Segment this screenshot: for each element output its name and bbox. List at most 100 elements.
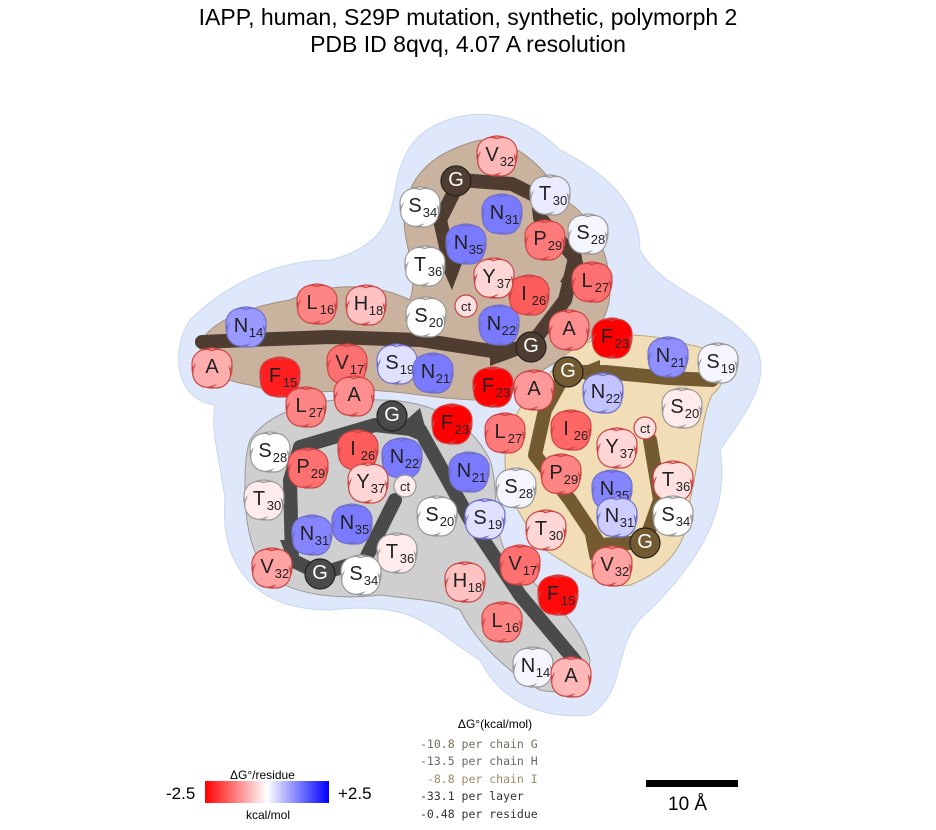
residue-blob-core: [651, 340, 685, 374]
residue-chain-g-5: N 22: [478, 304, 520, 346]
residue-blob-core: [403, 190, 437, 224]
residue-chain-g-7: F 15: [259, 356, 301, 398]
residue-letter: N: [340, 512, 354, 534]
residue-chain-h-5: I 26: [337, 429, 379, 471]
residue-number: 32: [615, 564, 629, 579]
residue-blob-core: [291, 451, 325, 485]
residue-chain-h-1: A: [333, 375, 375, 417]
residue-chain-h-22: F 15: [537, 574, 579, 616]
residue-chain-g-23: T 36: [404, 245, 446, 287]
residue-number: 15: [561, 593, 575, 608]
residue-number: 23: [455, 422, 469, 437]
energy-row-residue: -0.48 per residue: [420, 806, 538, 821]
residue-number: 26: [532, 293, 546, 308]
residue-letter: ct: [640, 421, 651, 436]
residue-number: 26: [574, 428, 588, 443]
residue-number: 35: [469, 242, 483, 257]
residue-chain-h-10: ct: [393, 474, 417, 498]
residue-blob-core: [595, 549, 629, 583]
residue-blob-core: [247, 483, 281, 517]
residue-blob: [440, 165, 472, 197]
residue-letter: G: [637, 531, 653, 553]
residue-blob-core: [330, 347, 364, 381]
residue-letter: Y: [605, 436, 618, 458]
residue-blob-core: [300, 287, 334, 321]
residue-blob-core: [416, 356, 450, 390]
residue-chain-i-13: T 36: [652, 460, 694, 502]
residue-chain-g-11: F 23: [472, 366, 514, 408]
residue-letter: G: [560, 360, 576, 382]
residue-chain-g-25: ct: [454, 294, 478, 318]
residue-number: 29: [311, 466, 325, 481]
residue-number: 32: [500, 154, 514, 169]
residue-blob-core: [586, 376, 620, 410]
residue-blob: [454, 294, 478, 318]
residue-letter: S: [670, 396, 683, 418]
residue-letter: V: [600, 554, 614, 576]
residue-chain-g-9: S 19: [376, 343, 418, 385]
residue-blob-core: [349, 288, 383, 322]
legend-min-label: -2.5: [166, 784, 196, 803]
residue-blob-core: [337, 379, 371, 413]
residue-number: 20: [685, 406, 699, 421]
residue-blob-core: [468, 502, 502, 536]
residue-letter: S: [349, 563, 362, 585]
residue-blob-core: [529, 513, 563, 547]
residue-letter: N: [591, 381, 605, 403]
residue-chain-h-3: F 23: [431, 403, 473, 445]
residue-chain-i-17: T 30: [525, 509, 567, 551]
residue-number: 20: [429, 315, 443, 330]
residue-chain-g-16: P 29: [524, 219, 566, 261]
residue-number: 22: [606, 391, 620, 406]
residue-chain-g-21: S 34: [399, 186, 441, 228]
residue-letter: I: [350, 438, 356, 460]
residue-letter: N: [390, 446, 404, 468]
residue-blob: [629, 527, 661, 559]
residue-blob: [376, 400, 408, 432]
residue-chain-h-23: L 16: [481, 601, 523, 643]
residue-chain-i-18: G: [629, 527, 661, 559]
residue-chain-g-0: A: [191, 347, 233, 389]
residue-letter: ct: [461, 299, 472, 314]
residue-blob-core: [485, 605, 519, 639]
residue-chain-i-11: P 29: [540, 453, 582, 495]
residue-chain-g-24: Y 37: [473, 257, 515, 299]
residue-number: 28: [519, 486, 533, 501]
legend-gradient-bar: [205, 781, 329, 803]
residue-blob-core: [517, 373, 551, 407]
residue-number: 28: [591, 232, 605, 247]
residue-blob-core: [253, 435, 287, 469]
residue-blob-core: [408, 249, 442, 283]
chain-I-backbone: [528, 365, 719, 552]
chain-H-backbone: [283, 418, 583, 669]
residue-chain-i-4: A: [513, 369, 555, 411]
residue-chain-i-0: F 23: [591, 317, 633, 359]
residue-blob-core: [409, 300, 443, 334]
residue-number: 36: [400, 551, 414, 566]
residue-letter: T: [539, 183, 551, 205]
residue-letter: S: [408, 195, 421, 217]
residue-number: 32: [275, 566, 289, 581]
residue-letter: L: [494, 421, 505, 443]
residue-chain-i-5: N 22: [582, 372, 624, 414]
residue-number: 34: [364, 573, 378, 588]
residue-blob-core: [665, 391, 699, 425]
residue-chain-h-21: H 18: [444, 561, 486, 603]
residue-letter: F: [547, 583, 559, 605]
residue-number: 19: [488, 517, 502, 532]
residue-letter: T: [662, 469, 674, 491]
residue-number: 18: [369, 303, 383, 318]
residue-chain-h-15: N 31: [291, 514, 333, 556]
residue-number: 30: [549, 528, 563, 543]
residue-letter: T: [535, 518, 547, 540]
residue-blob-core: [295, 518, 329, 552]
residue-chain-h-17: V 32: [251, 547, 293, 589]
residue-chain-h-4: S 28: [249, 431, 291, 473]
residue-blob-core: [488, 416, 522, 450]
residue-letter: N: [487, 313, 501, 335]
residue-blob-core: [554, 413, 588, 447]
residue-letter: A: [527, 378, 541, 400]
residue-chain-h-13: S 20: [416, 495, 458, 537]
residue-blob-core: [452, 455, 486, 489]
